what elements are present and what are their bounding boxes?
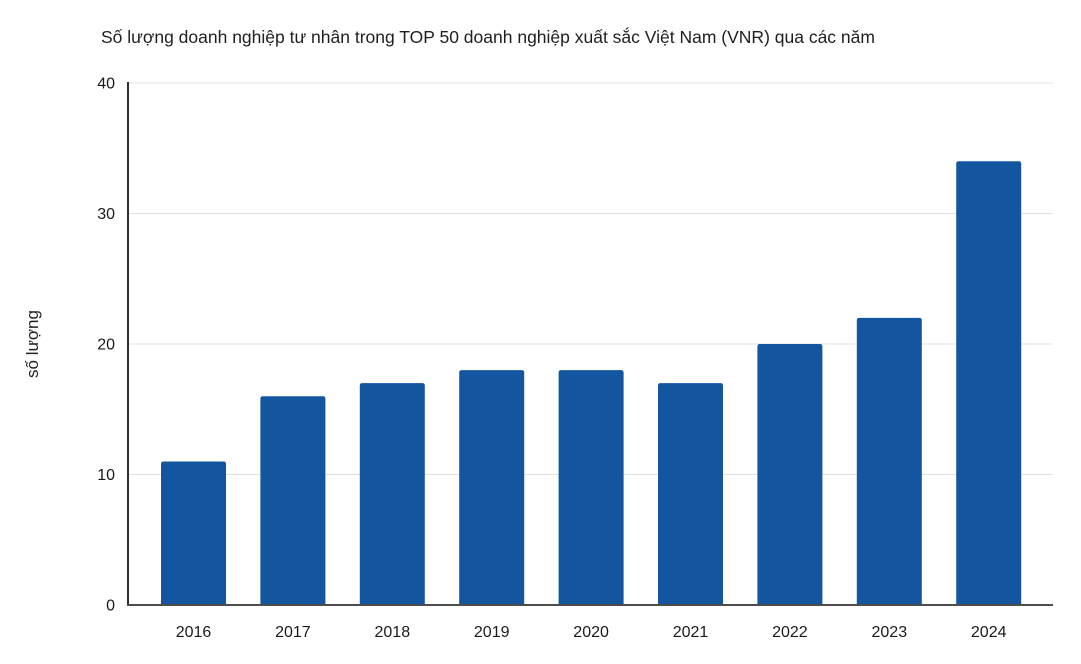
x-tick-label-2022: 2022	[772, 624, 808, 641]
bar-2016	[161, 461, 226, 605]
bar-2023	[856, 317, 922, 605]
x-tick-label-2021: 2021	[673, 624, 709, 641]
x-tick-label-2016: 2016	[176, 624, 212, 641]
bar-2020	[558, 370, 624, 605]
bar-2021	[658, 383, 723, 605]
bar-2019	[459, 370, 525, 605]
x-tick-label-2017: 2017	[275, 624, 311, 641]
y-tick-label-40: 40	[97, 76, 115, 93]
x-tick-label-2018: 2018	[375, 624, 411, 641]
y-tick-label-0: 0	[106, 598, 115, 615]
y-tick-label-20: 20	[97, 337, 115, 354]
x-tick-label-2020: 2020	[573, 624, 609, 641]
bar-2018	[359, 383, 425, 605]
bar-2017	[260, 396, 326, 605]
x-tick-label-2024: 2024	[971, 624, 1007, 641]
y-tick-label-30: 30	[97, 206, 115, 223]
y-tick-label-10: 10	[97, 467, 115, 484]
bar-2024	[956, 161, 1022, 606]
chart-title: Số lượng doanh nghiệp tư nhân trong TOP …	[101, 27, 875, 47]
bar-2022	[757, 344, 823, 605]
x-tick-label-2019: 2019	[474, 624, 510, 641]
x-tick-label-2023: 2023	[872, 624, 908, 641]
